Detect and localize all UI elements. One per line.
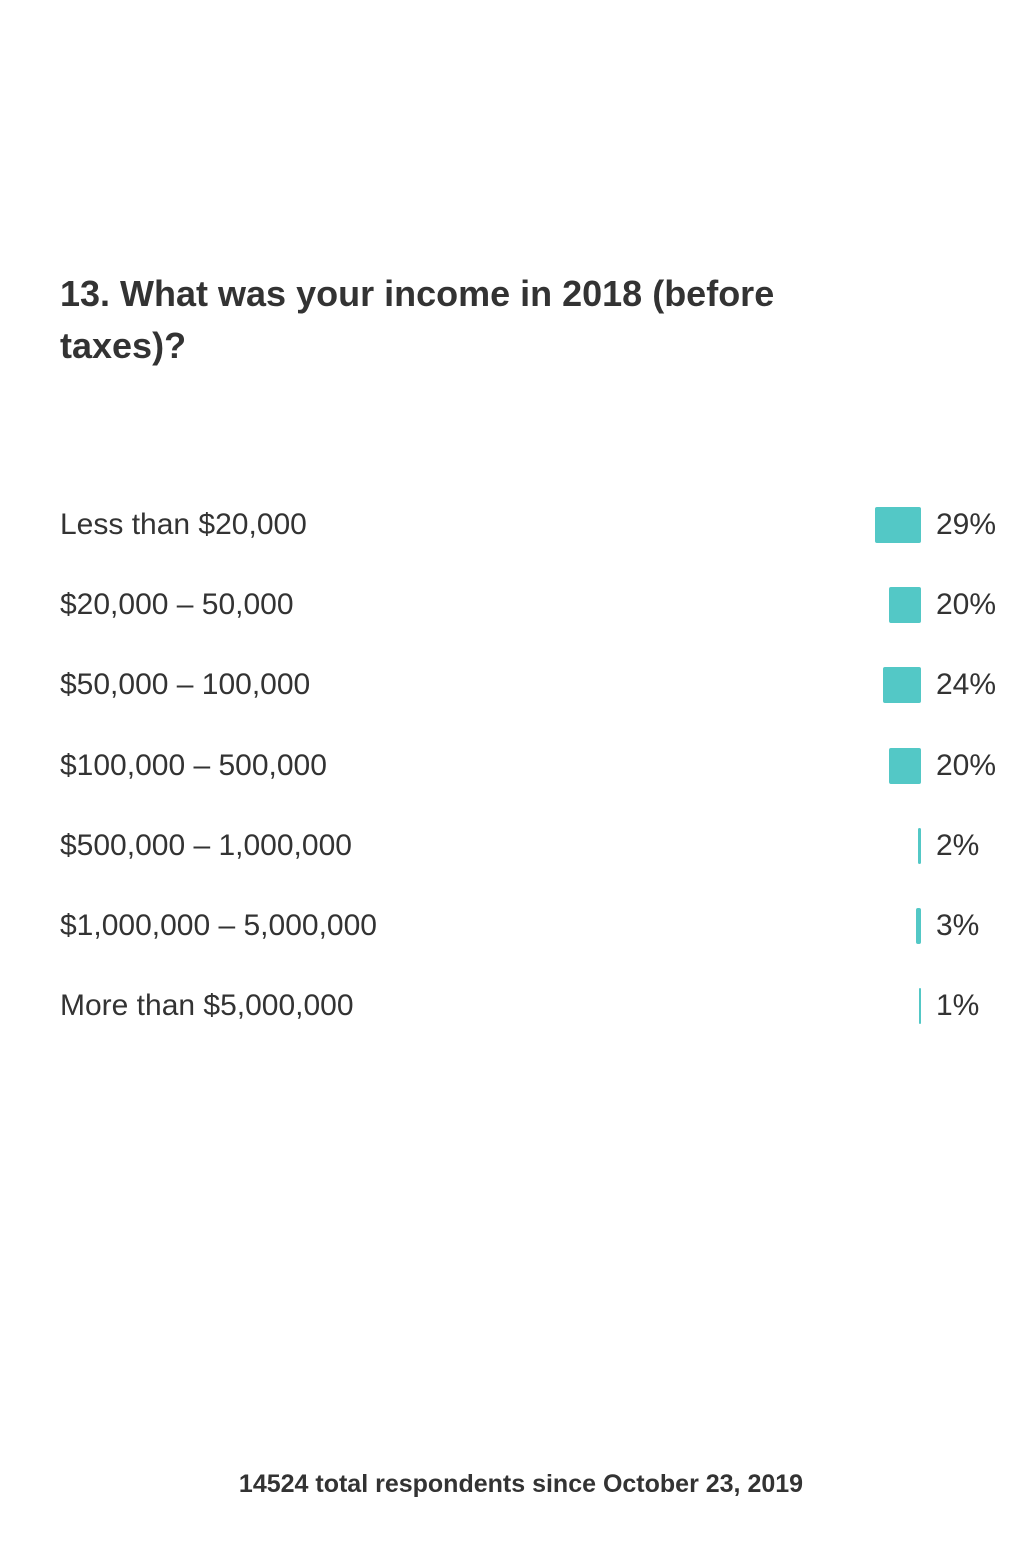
answer-label: $1,000,000 – 5,000,000: [60, 909, 377, 942]
answer-label: $500,000 – 1,000,000: [60, 829, 352, 862]
answer-label: Less than $20,000: [60, 508, 307, 541]
answer-bar: [883, 667, 921, 703]
answer-bar: [875, 507, 921, 543]
respondent-count-footer: 14524 total respondents since October 23…: [238, 1470, 804, 1498]
answer-percentage: 2%: [936, 829, 980, 862]
answer-percentage: 29%: [936, 508, 997, 541]
answer-label: $50,000 – 100,000: [60, 668, 311, 701]
answer-percentage: 3%: [936, 909, 980, 942]
answer-bar: [919, 988, 921, 1024]
answer-percentage: 24%: [936, 668, 997, 701]
answer-label: $100,000 – 500,000: [60, 749, 327, 782]
answer-row: More than $5,000,000 1%: [0, 986, 1032, 1026]
answer-label: $20,000 – 50,000: [60, 588, 294, 621]
answer-row: $500,000 – 1,000,000 2%: [0, 826, 1032, 866]
answer-row: $50,000 – 100,000 24%: [0, 665, 1032, 705]
question-title: 13. What was your income in 2018 (before…: [60, 273, 775, 366]
answer-percentage: 20%: [936, 588, 997, 621]
answer-percentage: 20%: [936, 749, 997, 782]
answer-row: $1,000,000 – 5,000,000 3%: [0, 906, 1032, 946]
answer-bar: [918, 828, 921, 864]
answer-bar: [889, 587, 921, 623]
answer-row: $20,000 – 50,000 20%: [0, 585, 1032, 625]
answer-label: More than $5,000,000: [60, 989, 354, 1022]
answer-row: Less than $20,000 29%: [0, 505, 1032, 545]
answer-percentage: 1%: [936, 989, 980, 1022]
answer-row: $100,000 – 500,000 20%: [0, 746, 1032, 786]
answer-bar: [916, 908, 921, 944]
answer-bar: [889, 748, 921, 784]
